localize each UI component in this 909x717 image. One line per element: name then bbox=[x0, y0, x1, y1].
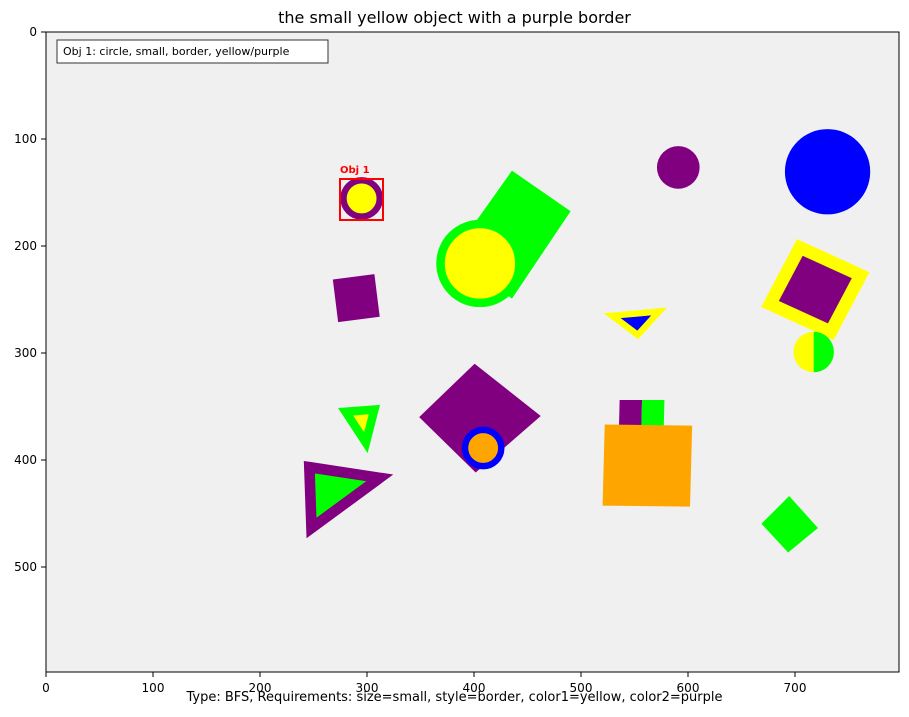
purple-circle-top bbox=[656, 146, 700, 189]
y-axis: 0 100 200 300 400 500 bbox=[14, 25, 46, 574]
figure-title: the small yellow object with a purple bo… bbox=[278, 8, 631, 27]
blue-triangle-yellow-border bbox=[603, 307, 667, 340]
blue-circle-large bbox=[784, 129, 871, 215]
purple-square-small bbox=[332, 274, 380, 323]
shapes-layer bbox=[303, 129, 871, 553]
purple-diamond bbox=[419, 363, 541, 473]
x-tick-label: 200 bbox=[249, 681, 272, 695]
x-tick-label: 100 bbox=[142, 681, 165, 695]
yellow-triangle-green-border bbox=[338, 404, 381, 454]
y-tick-label: 0 bbox=[29, 25, 37, 39]
y-tick-label: 500 bbox=[14, 560, 37, 574]
plot-area bbox=[45, 31, 900, 673]
target-yellow-circle bbox=[340, 177, 383, 220]
yellow-green-circle-left bbox=[793, 331, 814, 373]
y-tick-label: 300 bbox=[14, 346, 37, 360]
green-triangle-purple-border bbox=[303, 460, 394, 539]
legend-box bbox=[56, 39, 329, 64]
x-tick-label: 400 bbox=[463, 681, 486, 695]
yellow-green-circle-right bbox=[813, 331, 834, 373]
legend-text: Obj 1: circle, small, border, yellow/pur… bbox=[63, 45, 290, 58]
green-diamond-small bbox=[761, 496, 818, 553]
x-tick-label: 700 bbox=[784, 681, 807, 695]
x-tick-label: 300 bbox=[356, 681, 379, 695]
purple-square-yellow-border bbox=[761, 239, 870, 341]
x-axis: 0 100 200 300 400 500 600 700 bbox=[42, 672, 806, 695]
y-tick-label: 100 bbox=[14, 132, 37, 146]
x-tick-label: 0 bbox=[42, 681, 50, 695]
y-tick-label: 400 bbox=[14, 453, 37, 467]
figure-caption: Type: BFS, Requirements: size=small, sty… bbox=[186, 690, 723, 705]
highlight-label: Obj 1 bbox=[340, 165, 370, 176]
orange-circle-blue-border bbox=[461, 426, 505, 470]
highlight-box bbox=[339, 178, 384, 221]
orange-square bbox=[602, 424, 693, 507]
y-tick-label: 200 bbox=[14, 239, 37, 253]
yellow-circle-green-border bbox=[436, 219, 524, 308]
x-tick-label: 600 bbox=[677, 681, 700, 695]
x-tick-label: 500 bbox=[570, 681, 593, 695]
